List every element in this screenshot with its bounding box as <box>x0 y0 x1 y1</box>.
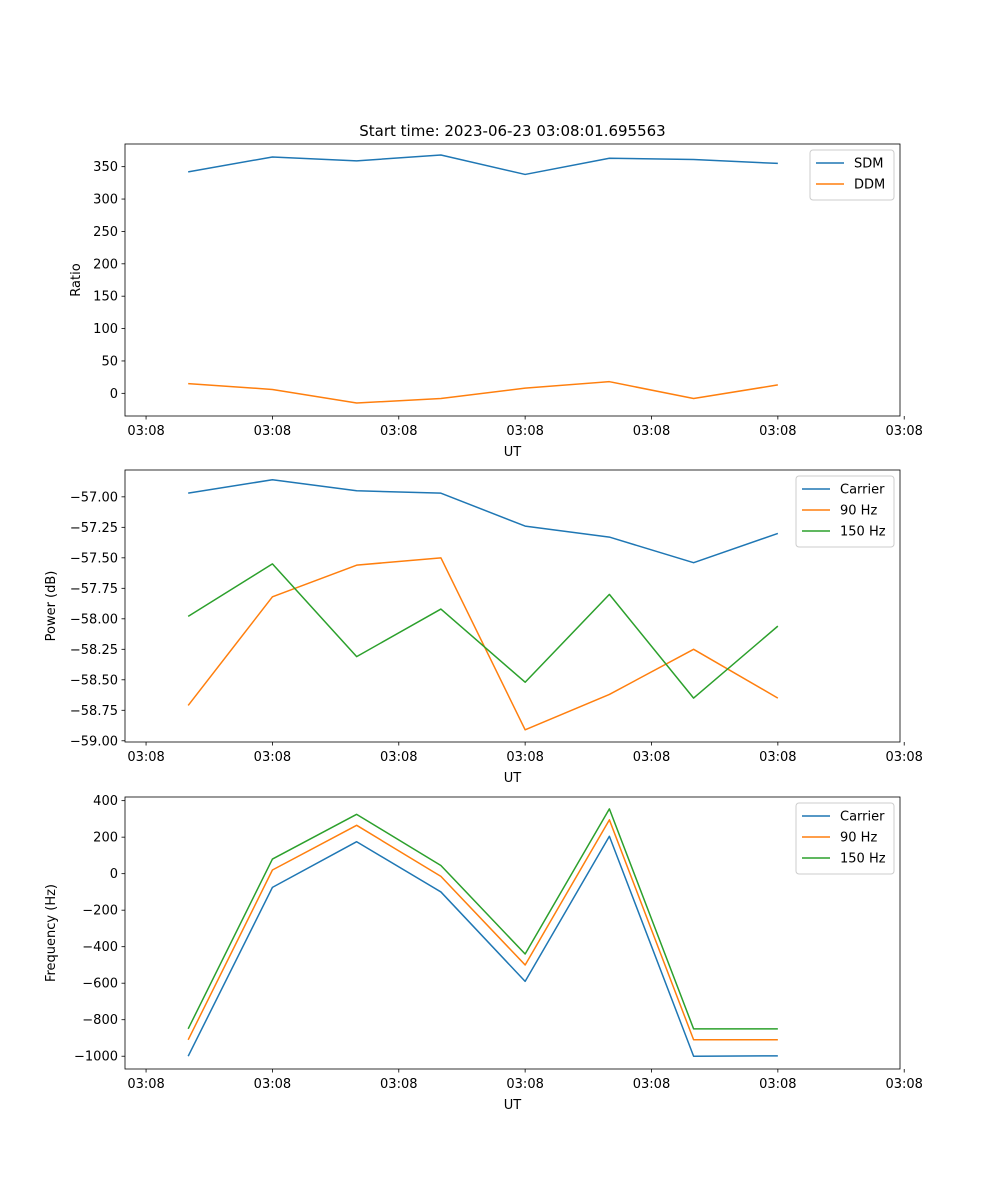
x-tick-label: 03:08 <box>759 1077 796 1092</box>
legend-box <box>795 475 895 548</box>
axes-frame <box>124 143 901 417</box>
series-line-carrier <box>188 479 779 564</box>
x-tick-label: 03:08 <box>885 750 922 765</box>
y-tick-label: 400 <box>93 794 118 809</box>
y-axis-label: Power (dB) <box>44 571 59 642</box>
y-tick-label: −59.00 <box>70 734 118 749</box>
y-tick-label: 100 <box>93 322 118 337</box>
y-axis-label: Frequency (Hz) <box>44 884 59 982</box>
legend-label: Carrier <box>840 810 885 825</box>
x-tick-label: 03:08 <box>380 1077 417 1092</box>
x-tick-label: 03:08 <box>633 750 670 765</box>
y-tick-label: 0 <box>110 387 118 402</box>
axes-frame <box>124 469 901 743</box>
y-tick-label: −600 <box>82 977 118 992</box>
y-tick-label: 300 <box>93 193 118 208</box>
x-tick-label: 03:08 <box>254 424 291 439</box>
y-tick-label: −57.75 <box>70 582 118 597</box>
x-tick-label: 03:08 <box>380 424 417 439</box>
series-line-150-hz <box>187 563 779 699</box>
y-tick-label: −57.50 <box>70 551 118 566</box>
legend-label: Carrier <box>840 483 885 498</box>
y-tick-label: 0 <box>110 867 118 882</box>
y-tick-label: 200 <box>93 257 118 272</box>
series-line-150-hz <box>187 808 778 1030</box>
chart-panel-1: 03:08 03:08 03:08 03:08 03:08 03:08 03:08 0 50 10… <box>69 143 923 460</box>
y-tick-label: −200 <box>82 904 118 919</box>
legend-label: 150 Hz <box>840 525 886 540</box>
chart-panel-2: 03:08 03:08 03:08 03:08 03:08 03:08 03:08 −59.0… <box>44 469 923 786</box>
series-line-ddm <box>188 380 778 404</box>
x-tick-label: 03:08 <box>380 750 417 765</box>
legend-label: 90 Hz <box>840 504 877 519</box>
y-tick-label: 350 <box>93 160 118 175</box>
x-tick-label: 03:08 <box>759 750 796 765</box>
series-line-carrier <box>187 835 778 1057</box>
x-tick-label: 03:08 <box>885 1077 922 1092</box>
legend-label: DDM <box>854 178 885 193</box>
y-tick-label: −58.25 <box>70 643 118 658</box>
series-line-sdm <box>188 154 778 176</box>
legend-label: SDM <box>854 157 883 172</box>
x-tick-label: 03:08 <box>506 750 543 765</box>
x-tick-label: 03:08 <box>759 424 796 439</box>
y-tick-label: −58.50 <box>70 673 118 688</box>
y-tick-label: 50 <box>101 354 118 369</box>
x-axis-label: UT <box>504 445 522 460</box>
series-line-90-hz <box>187 819 778 1041</box>
x-tick-label: 03:08 <box>254 750 291 765</box>
legend-box <box>795 802 895 875</box>
x-tick-label: 03:08 <box>254 1077 291 1092</box>
series-line-90-hz <box>187 557 779 731</box>
x-tick-label: 03:08 <box>506 1077 543 1092</box>
legend-label: 150 Hz <box>840 852 886 867</box>
x-tick-label: 03:08 <box>506 424 543 439</box>
x-tick-label: 03:08 <box>885 424 922 439</box>
x-tick-label: 03:08 <box>633 424 670 439</box>
legend: Carrier 90 Hz 150 Hz <box>795 475 895 548</box>
y-tick-label: −58.75 <box>70 704 118 719</box>
x-axis-label: UT <box>504 1098 522 1113</box>
legend-label: 90 Hz <box>840 831 877 846</box>
y-tick-label: −1000 <box>74 1050 118 1065</box>
axes-frame <box>124 796 901 1070</box>
x-tick-label: 03:08 <box>633 1077 670 1092</box>
x-axis-label: UT <box>504 771 522 786</box>
legend: Carrier 90 Hz 150 Hz <box>795 802 895 875</box>
chart-panels: 03:08 03:08 03:08 03:08 03:08 03:08 03:08 0 50 10… <box>44 143 923 1113</box>
y-tick-label: 200 <box>93 831 118 846</box>
y-tick-label: 250 <box>93 225 118 240</box>
x-tick-label: 03:08 <box>127 424 164 439</box>
legend: SDM DDM <box>809 149 895 201</box>
y-tick-label: −57.25 <box>70 521 118 536</box>
y-axis-label: Ratio <box>69 263 84 296</box>
y-tick-label: −400 <box>82 940 118 955</box>
y-tick-label: −57.00 <box>70 490 118 505</box>
y-tick-label: −58.00 <box>70 612 118 627</box>
y-tick-label: −800 <box>82 1013 118 1028</box>
x-tick-label: 03:08 <box>127 750 164 765</box>
chart-title: Start time: 2023-06-23 03:08:01.695563 <box>359 122 665 140</box>
chart-panel-3: 03:08 03:08 03:08 03:08 03:08 03:08 03:08 −1000… <box>44 794 923 1113</box>
y-tick-label: 150 <box>93 290 118 305</box>
x-tick-label: 03:08 <box>127 1077 164 1092</box>
